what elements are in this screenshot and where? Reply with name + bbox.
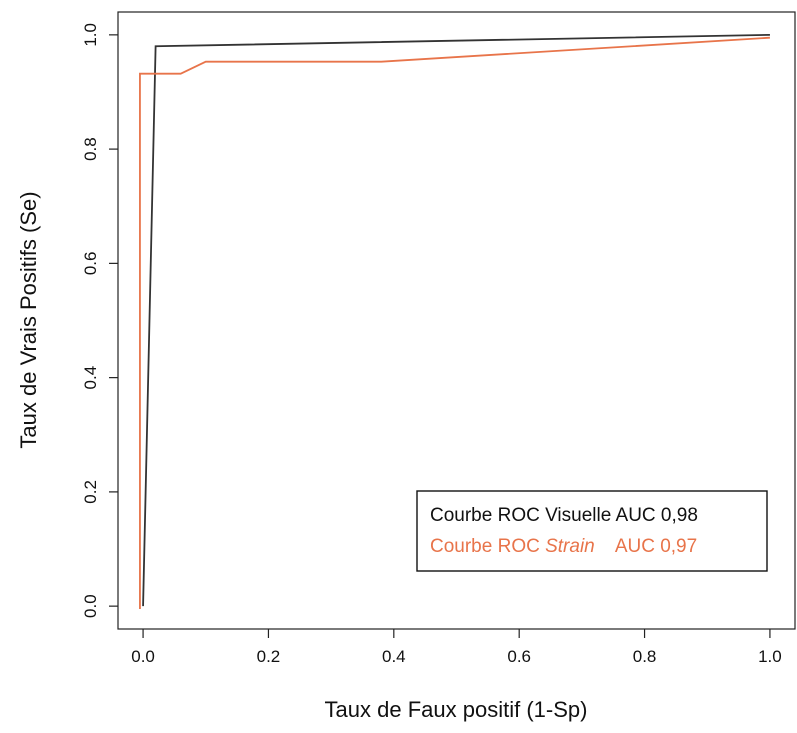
legend: Courbe ROC Visuelle AUC 0,98 Courbe ROC S… xyxy=(416,490,768,572)
x-tick-label: 1.0 xyxy=(758,647,782,666)
x-tick-label: 0.0 xyxy=(131,647,155,666)
plot-frame xyxy=(117,11,796,630)
x-tick-label: 0.6 xyxy=(507,647,531,666)
legend-entry-text: Courbe ROC Visuelle AUC 0,98 xyxy=(430,505,698,526)
legend-box xyxy=(416,490,768,572)
x-tick-label: 0.2 xyxy=(257,647,281,666)
x-axis-title: Taux de Faux positif (1-Sp) xyxy=(325,697,588,722)
y-axis-title: Taux de Vrais Positifs (Se) xyxy=(16,191,41,448)
series-line-2 xyxy=(139,36,770,609)
y-axis-ticks: 0.0 0.2 0.4 0.6 0.8 1.0 xyxy=(81,23,118,618)
y-tick-label: 0.6 xyxy=(81,252,100,276)
y-tick-label: 0.0 xyxy=(81,594,100,618)
y-tick-label: 0.8 xyxy=(81,137,100,161)
legend-entry-1: Courbe ROC Visuelle AUC 0,98 xyxy=(430,505,698,526)
x-tick-label: 0.4 xyxy=(382,647,406,666)
legend-entry-2: Courbe ROC Strain AUC 0,97 xyxy=(430,536,697,557)
legend-entry-text: Courbe ROC xyxy=(430,536,545,557)
legend-entry-text: Strain xyxy=(545,536,595,557)
y-tick-label: 0.4 xyxy=(81,366,100,390)
legend-entries: Courbe ROC Visuelle AUC 0,98 Courbe ROC S… xyxy=(430,505,698,557)
x-axis-ticks: 0.0 0.2 0.4 0.6 0.8 1.0 xyxy=(131,629,782,666)
y-tick-label: 1.0 xyxy=(81,23,100,47)
x-tick-label: 0.8 xyxy=(633,647,657,666)
y-tick-label: 0.2 xyxy=(81,480,100,504)
legend-entry-text: AUC 0,97 xyxy=(595,536,697,557)
series-layer xyxy=(139,33,770,609)
series-line-1 xyxy=(142,33,770,607)
